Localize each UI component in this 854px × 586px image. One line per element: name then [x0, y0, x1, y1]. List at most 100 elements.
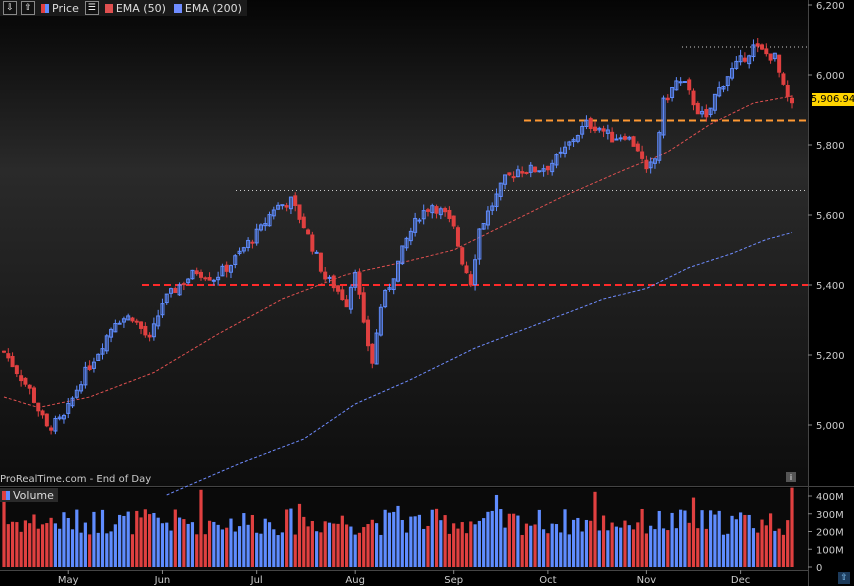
candle [134, 318, 139, 325]
candle [228, 264, 233, 279]
candle-body [96, 353, 101, 362]
volume-bar [23, 520, 28, 567]
info-icon[interactable]: i [786, 472, 796, 482]
volume-bar [627, 525, 631, 567]
candle-body [361, 292, 366, 323]
candle-body [485, 210, 490, 226]
candle [276, 202, 281, 210]
volume-bar [280, 532, 284, 567]
candle-body [755, 43, 760, 47]
candle [601, 125, 606, 138]
candle-body [575, 135, 580, 142]
candle-body [717, 87, 722, 97]
candle [571, 137, 576, 148]
candle-body [194, 270, 199, 275]
candle [747, 54, 752, 69]
candle [742, 52, 747, 63]
candle-body [682, 81, 687, 84]
candle [772, 52, 777, 62]
candle-body [687, 79, 692, 91]
candle [378, 303, 383, 337]
candle [563, 141, 568, 158]
volume-bar [207, 520, 212, 567]
candle-body [708, 107, 713, 115]
ema50-legend[interactable]: EMA (50) [103, 2, 168, 15]
candle [421, 204, 426, 225]
volume-bar [156, 517, 160, 567]
candle-body [36, 402, 41, 412]
candle [14, 364, 19, 378]
volume-bar [139, 517, 143, 567]
volume-bar [452, 523, 456, 567]
price-legend[interactable]: Price [39, 2, 81, 15]
candle-body [400, 245, 405, 265]
candle [481, 222, 486, 230]
candle [288, 196, 293, 215]
candle [36, 402, 41, 417]
candle-body [631, 136, 636, 147]
price-tick-label: 6,000 [816, 71, 845, 82]
volume-bar [400, 519, 404, 567]
volume-bar [567, 534, 571, 567]
volume-bar [670, 512, 674, 567]
candle [768, 53, 773, 64]
volume-bar [100, 509, 105, 567]
down-arrow-icon[interactable]: ⇩ [3, 1, 17, 15]
volume-bar [62, 512, 66, 567]
candle-body [738, 55, 743, 63]
volume-bar [768, 513, 773, 567]
volume-bar [148, 514, 152, 567]
candle [682, 81, 687, 84]
candle-body [554, 154, 559, 166]
candle-body [353, 271, 358, 288]
candle-body [464, 265, 469, 274]
candle [181, 281, 186, 291]
volume-bar [623, 520, 627, 567]
candle-body [331, 275, 336, 289]
candle-body [451, 215, 456, 227]
candle-body [417, 219, 422, 222]
volume-bar [152, 512, 156, 567]
candle [790, 95, 794, 109]
volume-tick-label: 0 [816, 563, 822, 574]
ema200-legend[interactable]: EMA (200) [172, 2, 244, 15]
candle-body [224, 264, 229, 272]
volume-bar [53, 523, 57, 567]
candle [318, 252, 323, 274]
volume-bar [182, 519, 186, 567]
candle [396, 260, 400, 283]
candle [494, 188, 499, 212]
volume-bar [130, 534, 135, 567]
volume-bar [713, 514, 717, 567]
candle [734, 56, 739, 70]
volume-bar [683, 510, 687, 567]
volume-bar [96, 532, 100, 567]
candle-body [537, 170, 542, 173]
candle [490, 202, 495, 216]
up-arrow-icon[interactable]: ⇧ [21, 1, 35, 15]
volume-bar [229, 518, 233, 567]
volume-bar [263, 518, 267, 567]
candle-body [670, 86, 675, 99]
candle-body [181, 283, 186, 286]
volume-bar [589, 520, 593, 567]
price-legend-icon [41, 3, 49, 13]
candle [674, 77, 679, 91]
scroll-up-icon[interactable]: ⇧ [838, 572, 850, 584]
volume-bar [554, 524, 559, 567]
candle [755, 37, 760, 53]
candle [541, 164, 546, 177]
volume-bar [199, 489, 203, 567]
candle-body [348, 286, 353, 310]
candle [391, 278, 396, 295]
candle-body [396, 260, 400, 282]
list-icon[interactable]: ☰ [84, 1, 99, 15]
volume-bar [315, 531, 319, 567]
volume-bar [550, 523, 554, 567]
volume-bar [764, 525, 768, 567]
candle-body [143, 325, 148, 336]
candle-body [117, 322, 122, 325]
volume-legend[interactable]: Volume [0, 488, 58, 502]
volume-bar [285, 509, 289, 567]
